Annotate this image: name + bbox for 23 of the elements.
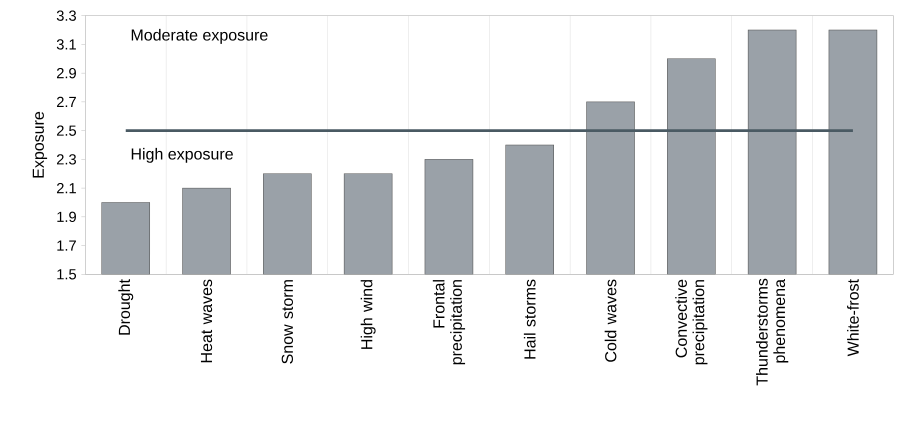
x-tick-label: Hail storms — [524, 280, 536, 359]
x-tick-label: Thunderstorms phenomena — [756, 278, 788, 386]
y-tick-label: 2.7 — [56, 96, 76, 108]
y-tick-label: 1.7 — [57, 240, 76, 251]
x-tick-label: Cold waves — [604, 280, 616, 362]
y-axis-title: Exposure — [32, 112, 48, 178]
y-tick-label: 3.1 — [56, 39, 76, 50]
y-tick-label: 3.3 — [56, 10, 76, 21]
y-tick-label: 1.9 — [57, 212, 76, 222]
x-tick-label: Heat waves — [200, 280, 212, 362]
y-tick-label: 2.5 — [56, 125, 76, 136]
x-tick-label: Convective precipitation — [675, 280, 708, 364]
y-tick-label: 1.5 — [57, 269, 76, 280]
y-tick-label: 2.3 — [56, 154, 76, 165]
y-tick-label: 2.9 — [56, 68, 76, 78]
x-tick-label: Drought — [118, 279, 134, 335]
x-tick-label: Frontal precipitation — [432, 280, 466, 364]
x-tick-label: High wind — [360, 280, 376, 349]
annotation: High exposure — [132, 148, 233, 163]
x-tick-label: White-frost — [847, 279, 859, 356]
annotation: Moderate exposure — [132, 28, 268, 44]
y-tick-label: 2.1 — [56, 183, 76, 194]
x-tick-label: Snow storm — [282, 280, 293, 364]
